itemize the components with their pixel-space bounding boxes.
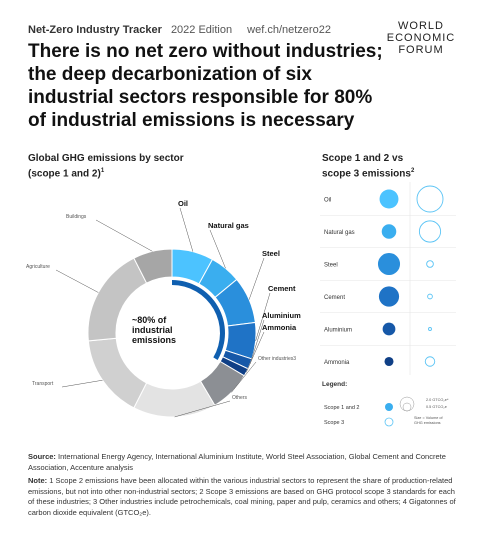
slice-label-other-industries: Other industries3 — [258, 356, 296, 362]
bubble-scope3-natural-gas — [418, 220, 442, 243]
logo-line-2: ECONOMIC — [386, 32, 456, 44]
note-label: Note: — [28, 476, 48, 485]
legend-title: Legend: — [322, 381, 347, 388]
logo-line-3: FORUM — [398, 44, 444, 56]
bubble-heading-line-2-text: scope 3 emissions — [322, 168, 411, 180]
bubble-heading-line-2: scope 3 emissions2 — [322, 165, 472, 180]
bubble-scope3-steel — [426, 260, 434, 268]
bubble-heading-sup: 2 — [410, 168, 415, 174]
bubble-scope12-steel — [377, 252, 401, 276]
note-text: 1 Scope 2 emissions have been allocated … — [28, 476, 456, 517]
legend-note-1: Size = Volume of — [414, 416, 444, 420]
donut-heading-line-2: (scope 1 and 2)1 — [28, 165, 228, 180]
industrial-share-arc — [172, 280, 225, 360]
legend-small-value: 0.5 GTCO₂e — [426, 405, 447, 409]
leader-line-buildings — [95, 219, 153, 252]
bubble-scope3-ammonia — [424, 356, 436, 367]
bubble-scope12-aluminium — [382, 322, 396, 336]
donut-heading: Global GHG emissions by sector (scope 1 … — [28, 152, 228, 180]
bubble-scope12-ammonia — [384, 356, 394, 367]
bubble-row-label-natural-gas: Natural gas — [324, 230, 355, 236]
bubble-scope3-aluminium — [428, 327, 432, 331]
slice-label-transport: Transport — [32, 381, 54, 387]
header-edition: 2022 Edition — [170, 24, 233, 36]
header-url: wef.ch/netzero22 — [247, 24, 331, 36]
legend-size-big-icon — [399, 396, 415, 412]
bubble-scope12-natural-gas — [381, 224, 397, 239]
bubble-scope12-cement — [378, 286, 400, 307]
source-paragraph: Source: International Energy Agency, Int… — [28, 452, 456, 473]
leader-line-others — [174, 400, 231, 418]
slice-label-oil: Oil — [178, 199, 188, 208]
leader-line-cement — [255, 292, 271, 341]
slice-label-aluminium: Aluminium — [262, 311, 301, 320]
leader-line-aluminium — [249, 319, 265, 364]
legend-size-small-icon — [402, 402, 412, 412]
legend-scope12-swatch — [385, 403, 393, 411]
wef-logo: WORLD ECONOMIC FORUM — [382, 20, 460, 56]
donut-heading-sup: 1 — [100, 168, 105, 174]
source-label: Source: — [28, 452, 56, 461]
center-label-line-2: industrial — [132, 325, 173, 335]
legend-scope3-swatch — [384, 417, 394, 427]
center-label-line-3: emissions — [132, 335, 176, 345]
logo-line-1: WORLD — [398, 20, 444, 32]
leader-line-steel — [248, 257, 265, 300]
donut-heading-line-2-text: (scope 1 and 2) — [28, 168, 101, 180]
bubble-chart: Oil Natural gas Steel Cement Aluminium Ammoni… — [320, 182, 456, 375]
slice-label-agriculture: Agriculture — [26, 264, 50, 270]
legend-scope3-label: Scope 3 — [324, 420, 344, 426]
slice-label-cement: Cement — [268, 284, 296, 293]
bubble-row-label-oil: Oil — [324, 198, 331, 204]
note-paragraph: Note: 1 Scope 2 emissions have been allo… — [28, 476, 456, 518]
header-line: Net-Zero Industry Tracker 2022 Edition w… — [28, 24, 337, 36]
bubble-scope3-cement — [427, 293, 433, 300]
bubble-row-label-ammonia: Ammonia — [324, 360, 350, 366]
page-title: There is no net zero without industries;… — [28, 41, 383, 131]
slice-label-others: Others — [232, 395, 248, 401]
legend-scope12-label: Scope 1 and 2 — [324, 405, 359, 411]
leader-line-ammonia — [246, 331, 265, 373]
brand-name: Net-Zero Industry Tracker — [28, 24, 162, 36]
center-label-line-1: ~80% of — [132, 315, 167, 325]
legend-note-2: GHG emissions — [414, 421, 441, 425]
footer: Source: International Energy Agency, Int… — [28, 452, 456, 521]
donut-heading-line-1: Global GHG emissions by sector — [28, 153, 184, 164]
leader-line-oil — [179, 207, 194, 252]
slice-label-buildings: Buildings — [66, 214, 87, 220]
bubble-row-label-aluminium: Aluminium — [324, 328, 352, 334]
bubble-heading-line-1: Scope 1 and 2 vs — [322, 153, 404, 164]
legend-big-value: 2.0 GTCO₂e⁴ — [426, 398, 449, 402]
bubble-legend: Legend: Scope 1 and 2 Scope 3 2.0 GTCO₂e⁴ 0.… — [322, 381, 449, 427]
donut-slice-transport — [87, 337, 148, 409]
donut-slice-buildings — [133, 248, 173, 284]
slice-label-natural-gas: Natural gas — [208, 221, 249, 230]
bubble-row-label-cement: Cement — [324, 295, 345, 301]
leader-line-natural-gas — [209, 229, 226, 269]
bubble-heading: Scope 1 and 2 vs scope 3 emissions2 — [322, 152, 472, 180]
donut-slice-others — [133, 380, 216, 418]
slice-label-ammonia: Ammonia — [262, 323, 297, 332]
leader-line-agriculture — [55, 269, 99, 293]
bubble-scope12-oil — [379, 189, 399, 209]
leader-line-transport — [61, 379, 103, 388]
leader-line-other-industries — [231, 361, 257, 393]
slice-label-steel: Steel — [262, 249, 280, 258]
source-text: International Energy Agency, Internation… — [28, 452, 446, 472]
bubble-row-label-steel: Steel — [324, 263, 338, 269]
bubble-scope3-oil — [416, 185, 444, 213]
